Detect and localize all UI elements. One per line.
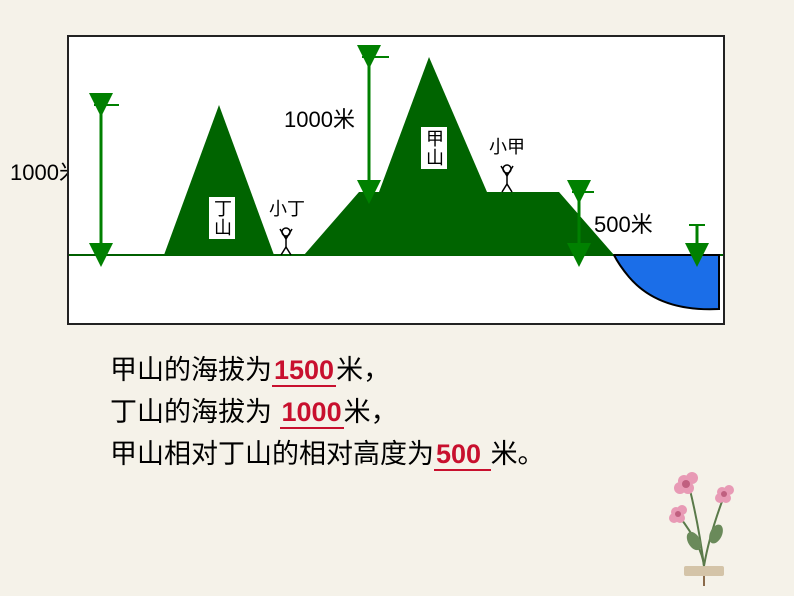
ding-mountain-label: 丁山 — [209, 197, 235, 239]
jia-plateau — [304, 192, 614, 255]
line2-post: 米， — [344, 397, 398, 427]
line3-post: 米。 — [491, 439, 545, 469]
xiaoding-person — [280, 228, 292, 255]
jia-mountain — [379, 57, 487, 192]
line1-pre: 甲山的海拔为 — [110, 355, 272, 385]
xiaojia-label: 小甲 — [489, 133, 525, 159]
line2-pre: 丁山的海拔为 — [110, 397, 280, 427]
jia-mountain-label: 甲山 — [421, 127, 447, 169]
diagram-container: 1000米 500米 丁山 甲山 小丁 小甲 — [67, 35, 725, 325]
jia-height-label: 1000米 — [284, 102, 355, 134]
plateau-height-label: 500米 — [594, 207, 653, 239]
line2-value: 1000 — [280, 397, 344, 429]
xiaoding-label: 小丁 — [269, 195, 305, 221]
answer-line-1: 甲山的海拔为1500米， — [110, 350, 545, 392]
line3-pre: 甲山相对丁山的相对高度为 — [110, 439, 434, 469]
line1-value: 1500 — [272, 355, 336, 387]
water-body — [614, 255, 719, 309]
line1-post: 米， — [336, 355, 390, 385]
answer-text-block: 甲山的海拔为1500米， 丁山的海拔为 1000米， 甲山相对丁山的相对高度为5… — [110, 350, 545, 476]
diagram-svg — [69, 37, 723, 323]
answer-line-3: 甲山相对丁山的相对高度为500 米。 — [110, 434, 545, 476]
flower-decoration — [634, 406, 774, 586]
line3-value: 500 — [434, 439, 491, 471]
answer-line-2: 丁山的海拔为 1000米， — [110, 392, 545, 434]
xiaojia-person — [501, 165, 513, 192]
